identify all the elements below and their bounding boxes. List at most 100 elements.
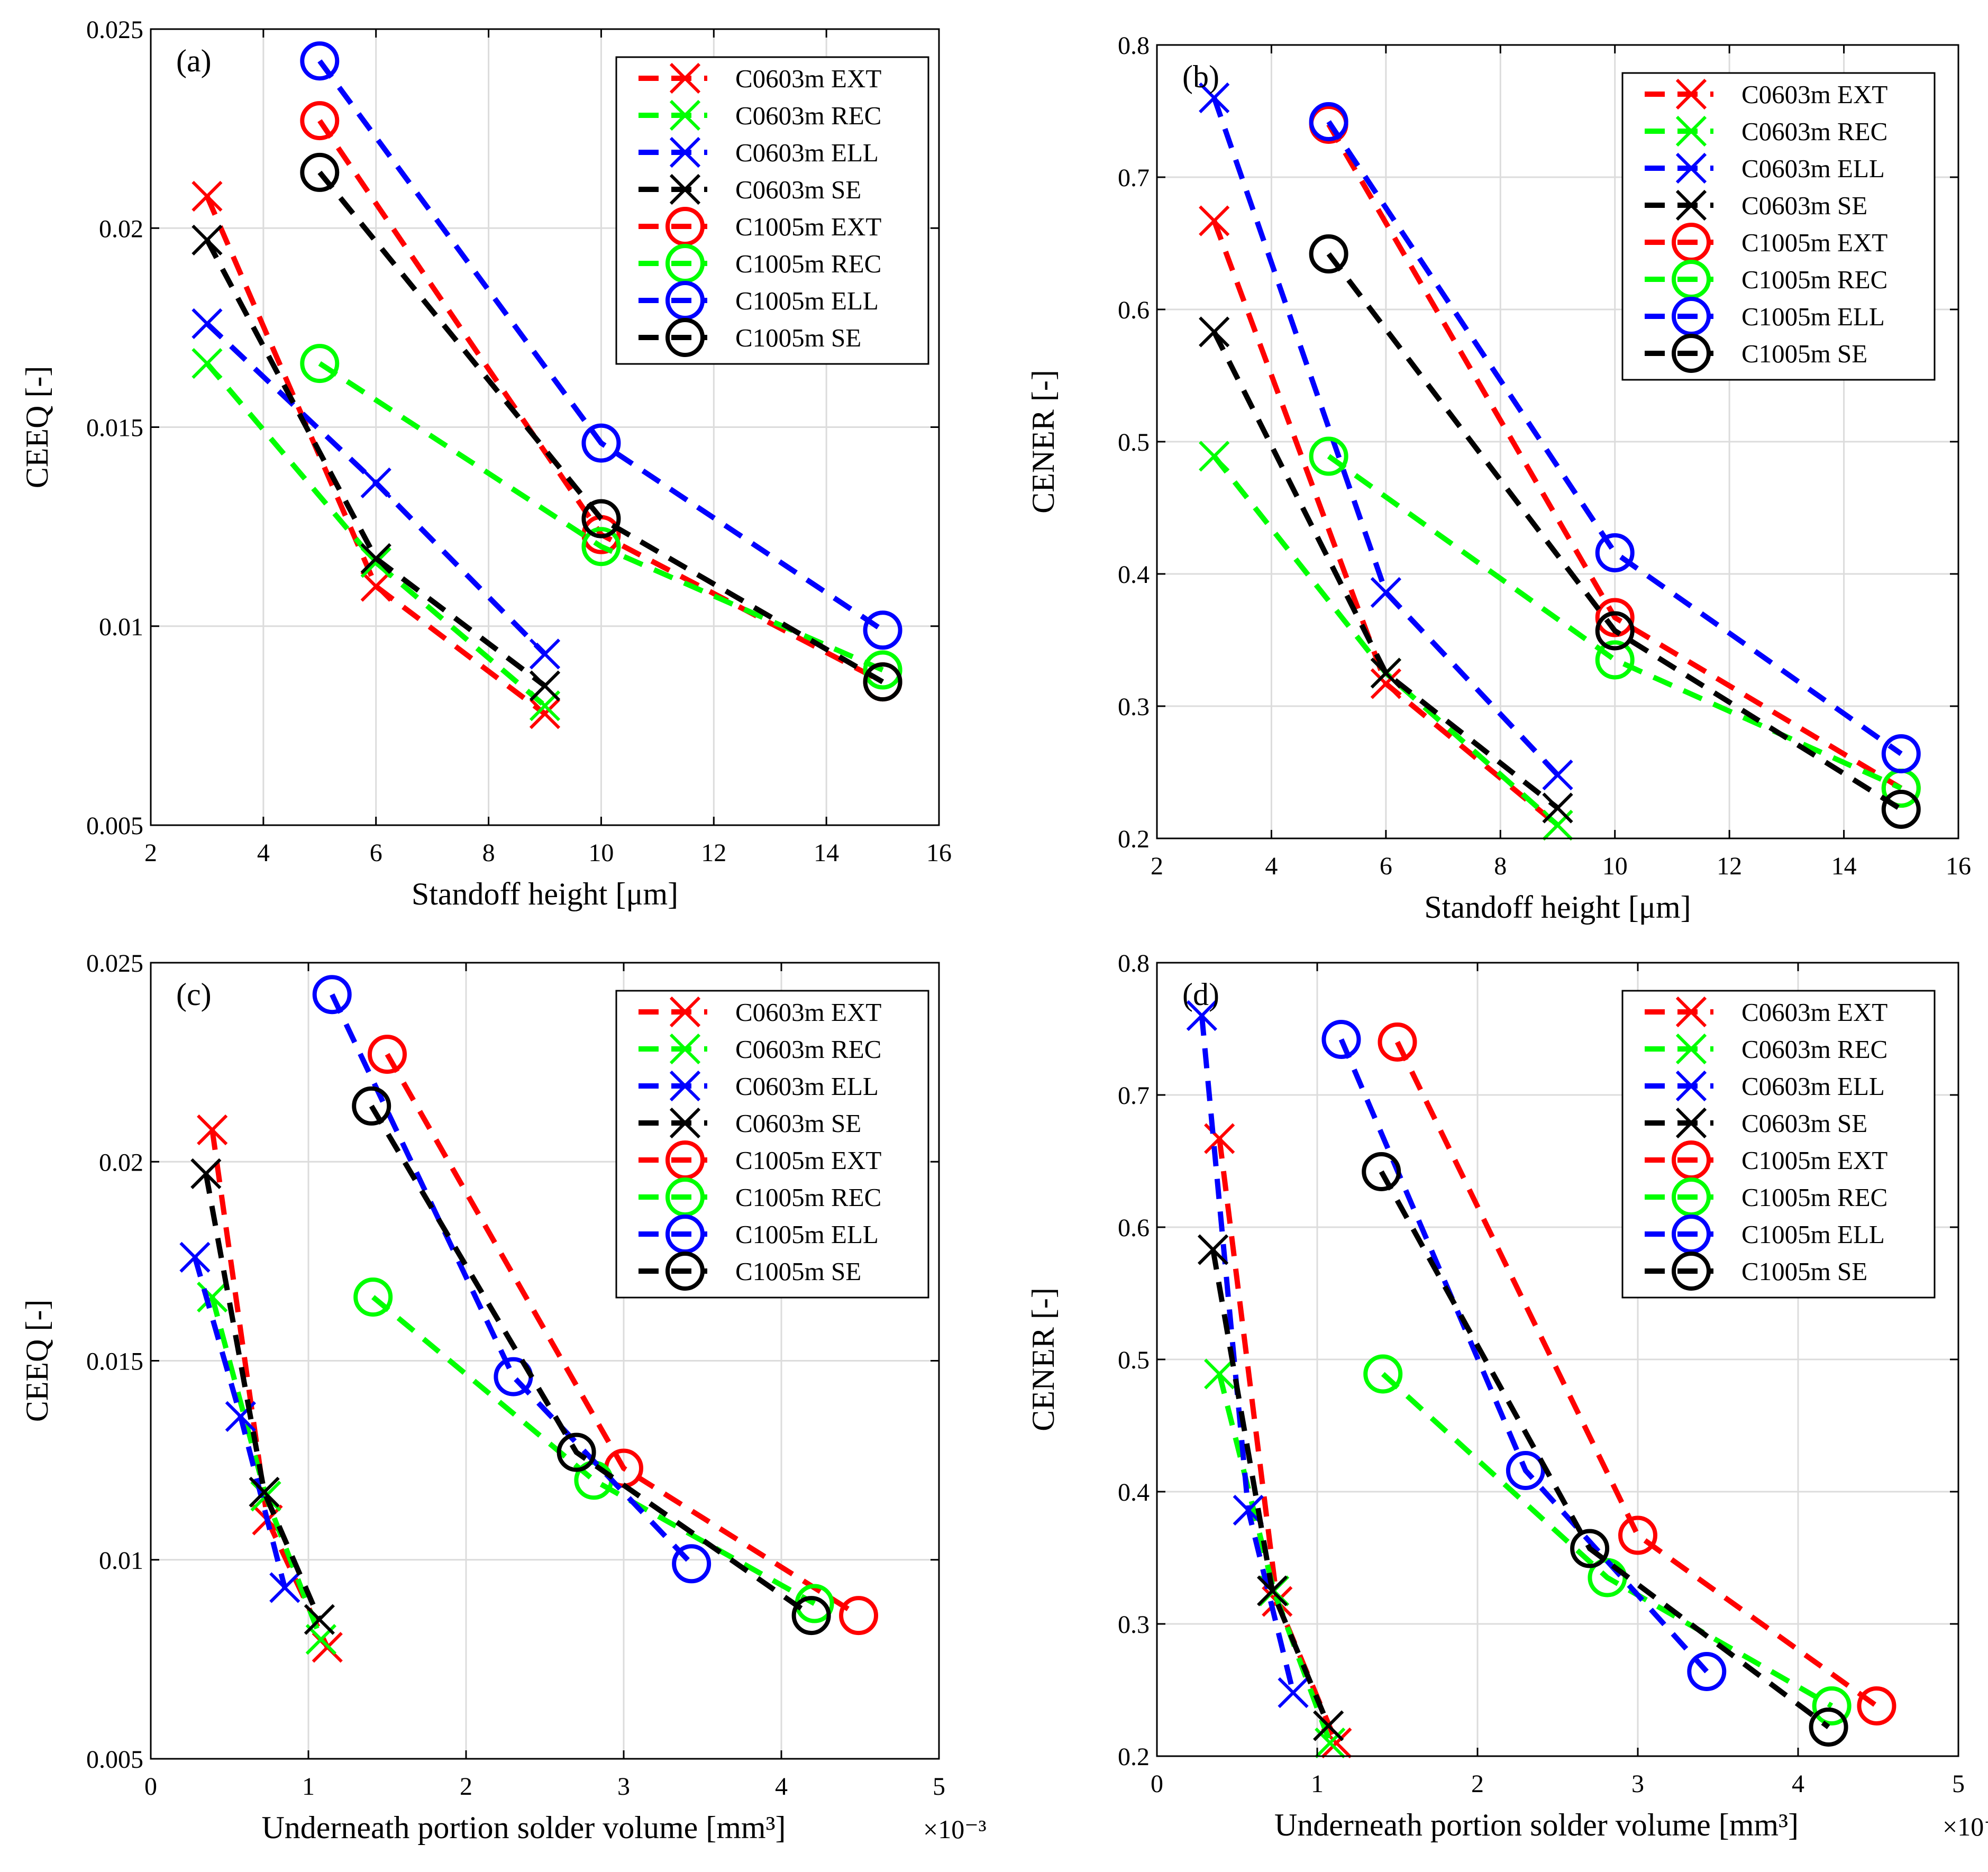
x-tick-label: 12: [1717, 852, 1742, 880]
legend-entry: C0603m REC: [1645, 115, 1887, 147]
legend-label: C1005m REC: [735, 1183, 881, 1212]
data-point: [360, 571, 391, 602]
series-c0603m-se: [191, 224, 561, 701]
data-point: [863, 610, 902, 650]
legend-label: C0603m REC: [1741, 1035, 1887, 1064]
legend-marker: [669, 996, 701, 1028]
legend-label: C1005m REC: [1741, 265, 1887, 294]
data-point: [1313, 1710, 1344, 1741]
legend-label: C1005m EXT: [735, 1146, 881, 1175]
data-point: [190, 1158, 222, 1189]
legend-entry: C0603m SE: [1645, 1107, 1867, 1139]
legend-entry: C0603m SE: [639, 173, 861, 205]
y-tick-label: 0.4: [1118, 561, 1150, 589]
x-axis-label: Standoff height [μm]: [1424, 890, 1691, 925]
legend-label: C0603m EXT: [1741, 80, 1887, 109]
data-point: [300, 41, 340, 81]
data-point: [1542, 759, 1573, 791]
legend-marker: [1675, 152, 1707, 184]
legend-marker: [669, 62, 701, 94]
data-point: [581, 423, 621, 463]
y-axis-label: CEEQ [-]: [20, 1300, 54, 1422]
data-point: [791, 1596, 831, 1636]
legend-entry: C1005m SE: [639, 1252, 861, 1291]
data-point: [353, 1277, 393, 1317]
data-point: [1199, 316, 1230, 348]
x-tick-label: 14: [1831, 852, 1857, 880]
legend-entry: C0603m REC: [1645, 1033, 1887, 1065]
y-tick-label: 0.025: [86, 949, 143, 978]
data-point: [300, 152, 340, 192]
data-point: [529, 698, 561, 729]
series-c1005m-se: [352, 1086, 831, 1636]
data-point: [191, 224, 223, 255]
legend-label: C1005m REC: [1741, 1183, 1887, 1212]
series-c1005m-ext: [1378, 1022, 1896, 1725]
legend-entry: C1005m REC: [639, 1177, 881, 1217]
legend-marker: [669, 1107, 701, 1139]
data-point: [839, 1596, 879, 1636]
legend-label: C0603m ELL: [735, 138, 879, 167]
legend-entry: C1005m ELL: [1645, 297, 1885, 336]
legend-marker: [1675, 1107, 1707, 1139]
legend-entry: C0603m REC: [639, 99, 881, 131]
legend-entry: C0603m REC: [639, 1033, 881, 1065]
series-line: [1211, 331, 1560, 810]
legend-box: [615, 990, 929, 1299]
series-line: [1338, 1038, 1709, 1674]
legend-entry: C1005m EXT: [639, 207, 881, 246]
legend-entry: C1005m REC: [1645, 1177, 1887, 1217]
series-line: [205, 361, 547, 708]
data-point: [1309, 234, 1348, 273]
series-line: [1327, 454, 1902, 791]
series-line: [1326, 252, 1903, 812]
x-tick-label: 4: [775, 1773, 788, 1801]
data-point: [1881, 790, 1921, 829]
data-point: [1363, 1354, 1403, 1394]
y-tick-label: 0.02: [99, 1148, 143, 1176]
legend-label: C1005m SE: [1741, 1257, 1867, 1286]
legend-entry: C0603m EXT: [1645, 996, 1887, 1028]
x-tick-label: 1: [302, 1773, 315, 1801]
x-tick-label: 8: [482, 839, 495, 867]
series-line: [1217, 1373, 1333, 1744]
legend-label: C0603m SE: [1741, 191, 1867, 220]
y-tick-label: 0.02: [99, 215, 143, 243]
data-point: [197, 1114, 228, 1146]
y-tick-label: 0.6: [1118, 1214, 1150, 1242]
y-tick-label: 0.6: [1118, 296, 1150, 324]
data-point: [1186, 1000, 1217, 1031]
series-c0603m-se: [1199, 316, 1573, 824]
x-tick-label: 8: [1494, 852, 1507, 880]
legend-marker: [1675, 189, 1707, 221]
legend-label: C1005m SE: [735, 1257, 861, 1286]
data-point: [300, 101, 340, 141]
data-point: [1812, 1686, 1852, 1725]
data-point: [1370, 658, 1401, 689]
x-axis-label: Underneath portion solder volume [mm³]: [261, 1810, 786, 1845]
series-line: [317, 170, 884, 684]
x-tick-label: 4: [257, 839, 270, 867]
legend-label: C0603m EXT: [735, 64, 881, 93]
y-tick-label: 0.3: [1118, 1611, 1150, 1639]
series-line: [205, 239, 547, 688]
legend: C0603m EXT C0603m REC C0603m ELL C0603m SE C…: [1621, 72, 1936, 381]
series-c1005m-se: [300, 152, 902, 702]
legend-entry: C1005m EXT: [1645, 223, 1887, 262]
panel-label: (d): [1182, 977, 1219, 1012]
data-point: [352, 1086, 391, 1126]
series-line: [330, 993, 694, 1566]
y-tick-label: 0.2: [1118, 825, 1150, 853]
y-tick-label: 0.3: [1118, 693, 1150, 721]
data-point: [529, 638, 561, 670]
data-point: [863, 650, 902, 690]
data-point: [368, 1035, 407, 1074]
legend-entry: C0603m ELL: [639, 136, 879, 168]
legend: C0603m EXT C0603m REC C0603m ELL C0603m SE C…: [615, 990, 929, 1299]
data-point: [360, 547, 391, 578]
panel-label: (c): [176, 977, 212, 1012]
legend-label: C0603m SE: [1741, 1109, 1867, 1138]
data-point: [1199, 441, 1230, 472]
legend-marker: [1675, 1033, 1707, 1065]
data-point: [1881, 734, 1921, 773]
